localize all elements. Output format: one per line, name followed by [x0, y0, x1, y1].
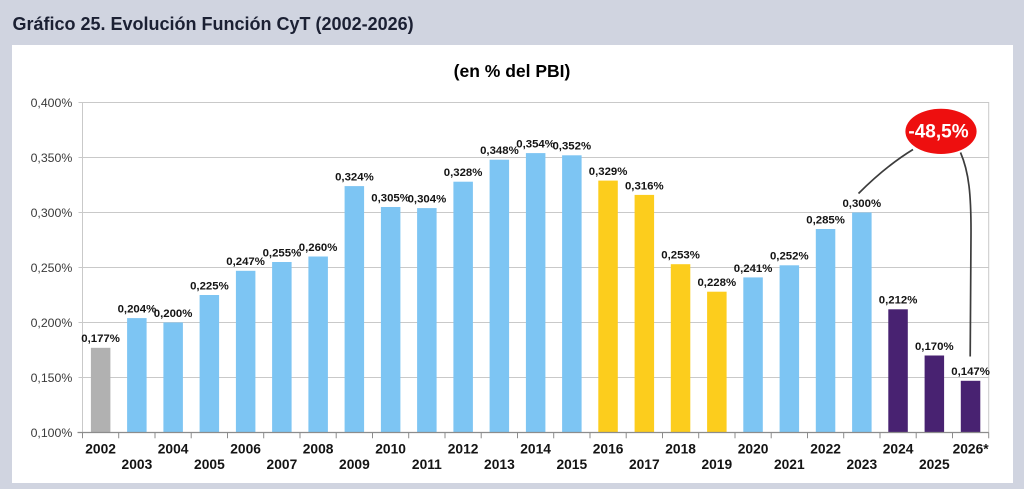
svg-text:0,204%: 0,204% — [118, 304, 157, 316]
svg-text:0,348%: 0,348% — [480, 145, 519, 157]
svg-text:0,253%: 0,253% — [661, 250, 700, 262]
svg-text:2009: 2009 — [339, 457, 370, 472]
svg-text:2014: 2014 — [520, 442, 551, 457]
svg-text:0,252%: 0,252% — [770, 251, 809, 263]
svg-text:0,100%: 0,100% — [31, 426, 73, 440]
svg-text:0,200%: 0,200% — [31, 316, 73, 330]
svg-text:2004: 2004 — [158, 442, 189, 457]
svg-text:0,285%: 0,285% — [806, 214, 845, 226]
svg-text:2007: 2007 — [267, 457, 298, 472]
svg-text:2011: 2011 — [412, 457, 442, 472]
svg-text:0,324%: 0,324% — [335, 172, 374, 184]
svg-text:2026*: 2026* — [953, 442, 990, 457]
svg-text:2013: 2013 — [484, 457, 515, 472]
svg-text:0,328%: 0,328% — [444, 167, 483, 179]
svg-text:2024: 2024 — [883, 442, 914, 457]
svg-text:0,147%: 0,147% — [951, 366, 990, 378]
svg-text:2021: 2021 — [774, 457, 805, 472]
svg-text:2015: 2015 — [556, 457, 587, 472]
svg-text:2012: 2012 — [448, 442, 479, 457]
svg-text:0,350%: 0,350% — [31, 151, 73, 165]
svg-text:2017: 2017 — [629, 457, 660, 472]
svg-text:0,300%: 0,300% — [31, 206, 73, 220]
svg-text:0,200%: 0,200% — [154, 308, 193, 320]
svg-text:2008: 2008 — [303, 442, 334, 457]
svg-text:2020: 2020 — [738, 442, 769, 457]
svg-text:0,228%: 0,228% — [697, 277, 736, 289]
svg-text:0,352%: 0,352% — [552, 141, 591, 153]
svg-text:0,241%: 0,241% — [734, 263, 773, 275]
svg-text:2019: 2019 — [701, 457, 732, 472]
svg-text:0,177%: 0,177% — [81, 333, 120, 345]
svg-text:2025: 2025 — [919, 457, 950, 472]
svg-text:2005: 2005 — [194, 457, 225, 472]
svg-text:2016: 2016 — [593, 442, 624, 457]
svg-text:0,170%: 0,170% — [915, 341, 954, 353]
svg-text:0,250%: 0,250% — [31, 261, 73, 275]
svg-text:0,354%: 0,354% — [516, 139, 555, 151]
svg-text:2002: 2002 — [85, 442, 116, 457]
svg-text:0,247%: 0,247% — [226, 256, 265, 268]
svg-text:-48,5%: -48,5% — [908, 122, 968, 143]
svg-text:0,316%: 0,316% — [625, 180, 664, 192]
svg-text:2018: 2018 — [665, 442, 696, 457]
svg-text:0,304%: 0,304% — [408, 194, 447, 206]
svg-text:0,255%: 0,255% — [263, 247, 302, 259]
svg-text:2003: 2003 — [122, 457, 153, 472]
svg-text:2010: 2010 — [375, 442, 406, 457]
svg-text:0,300%: 0,300% — [842, 198, 881, 210]
svg-text:0,329%: 0,329% — [589, 166, 628, 178]
svg-text:0,150%: 0,150% — [31, 371, 73, 385]
svg-text:0,260%: 0,260% — [299, 242, 338, 254]
svg-text:2006: 2006 — [230, 442, 261, 457]
svg-text:0,305%: 0,305% — [371, 192, 410, 204]
svg-text:0,225%: 0,225% — [190, 280, 229, 292]
svg-text:2023: 2023 — [846, 457, 877, 472]
svg-text:2022: 2022 — [810, 442, 841, 457]
svg-text:0,212%: 0,212% — [879, 295, 918, 307]
svg-text:0,400%: 0,400% — [31, 96, 73, 110]
